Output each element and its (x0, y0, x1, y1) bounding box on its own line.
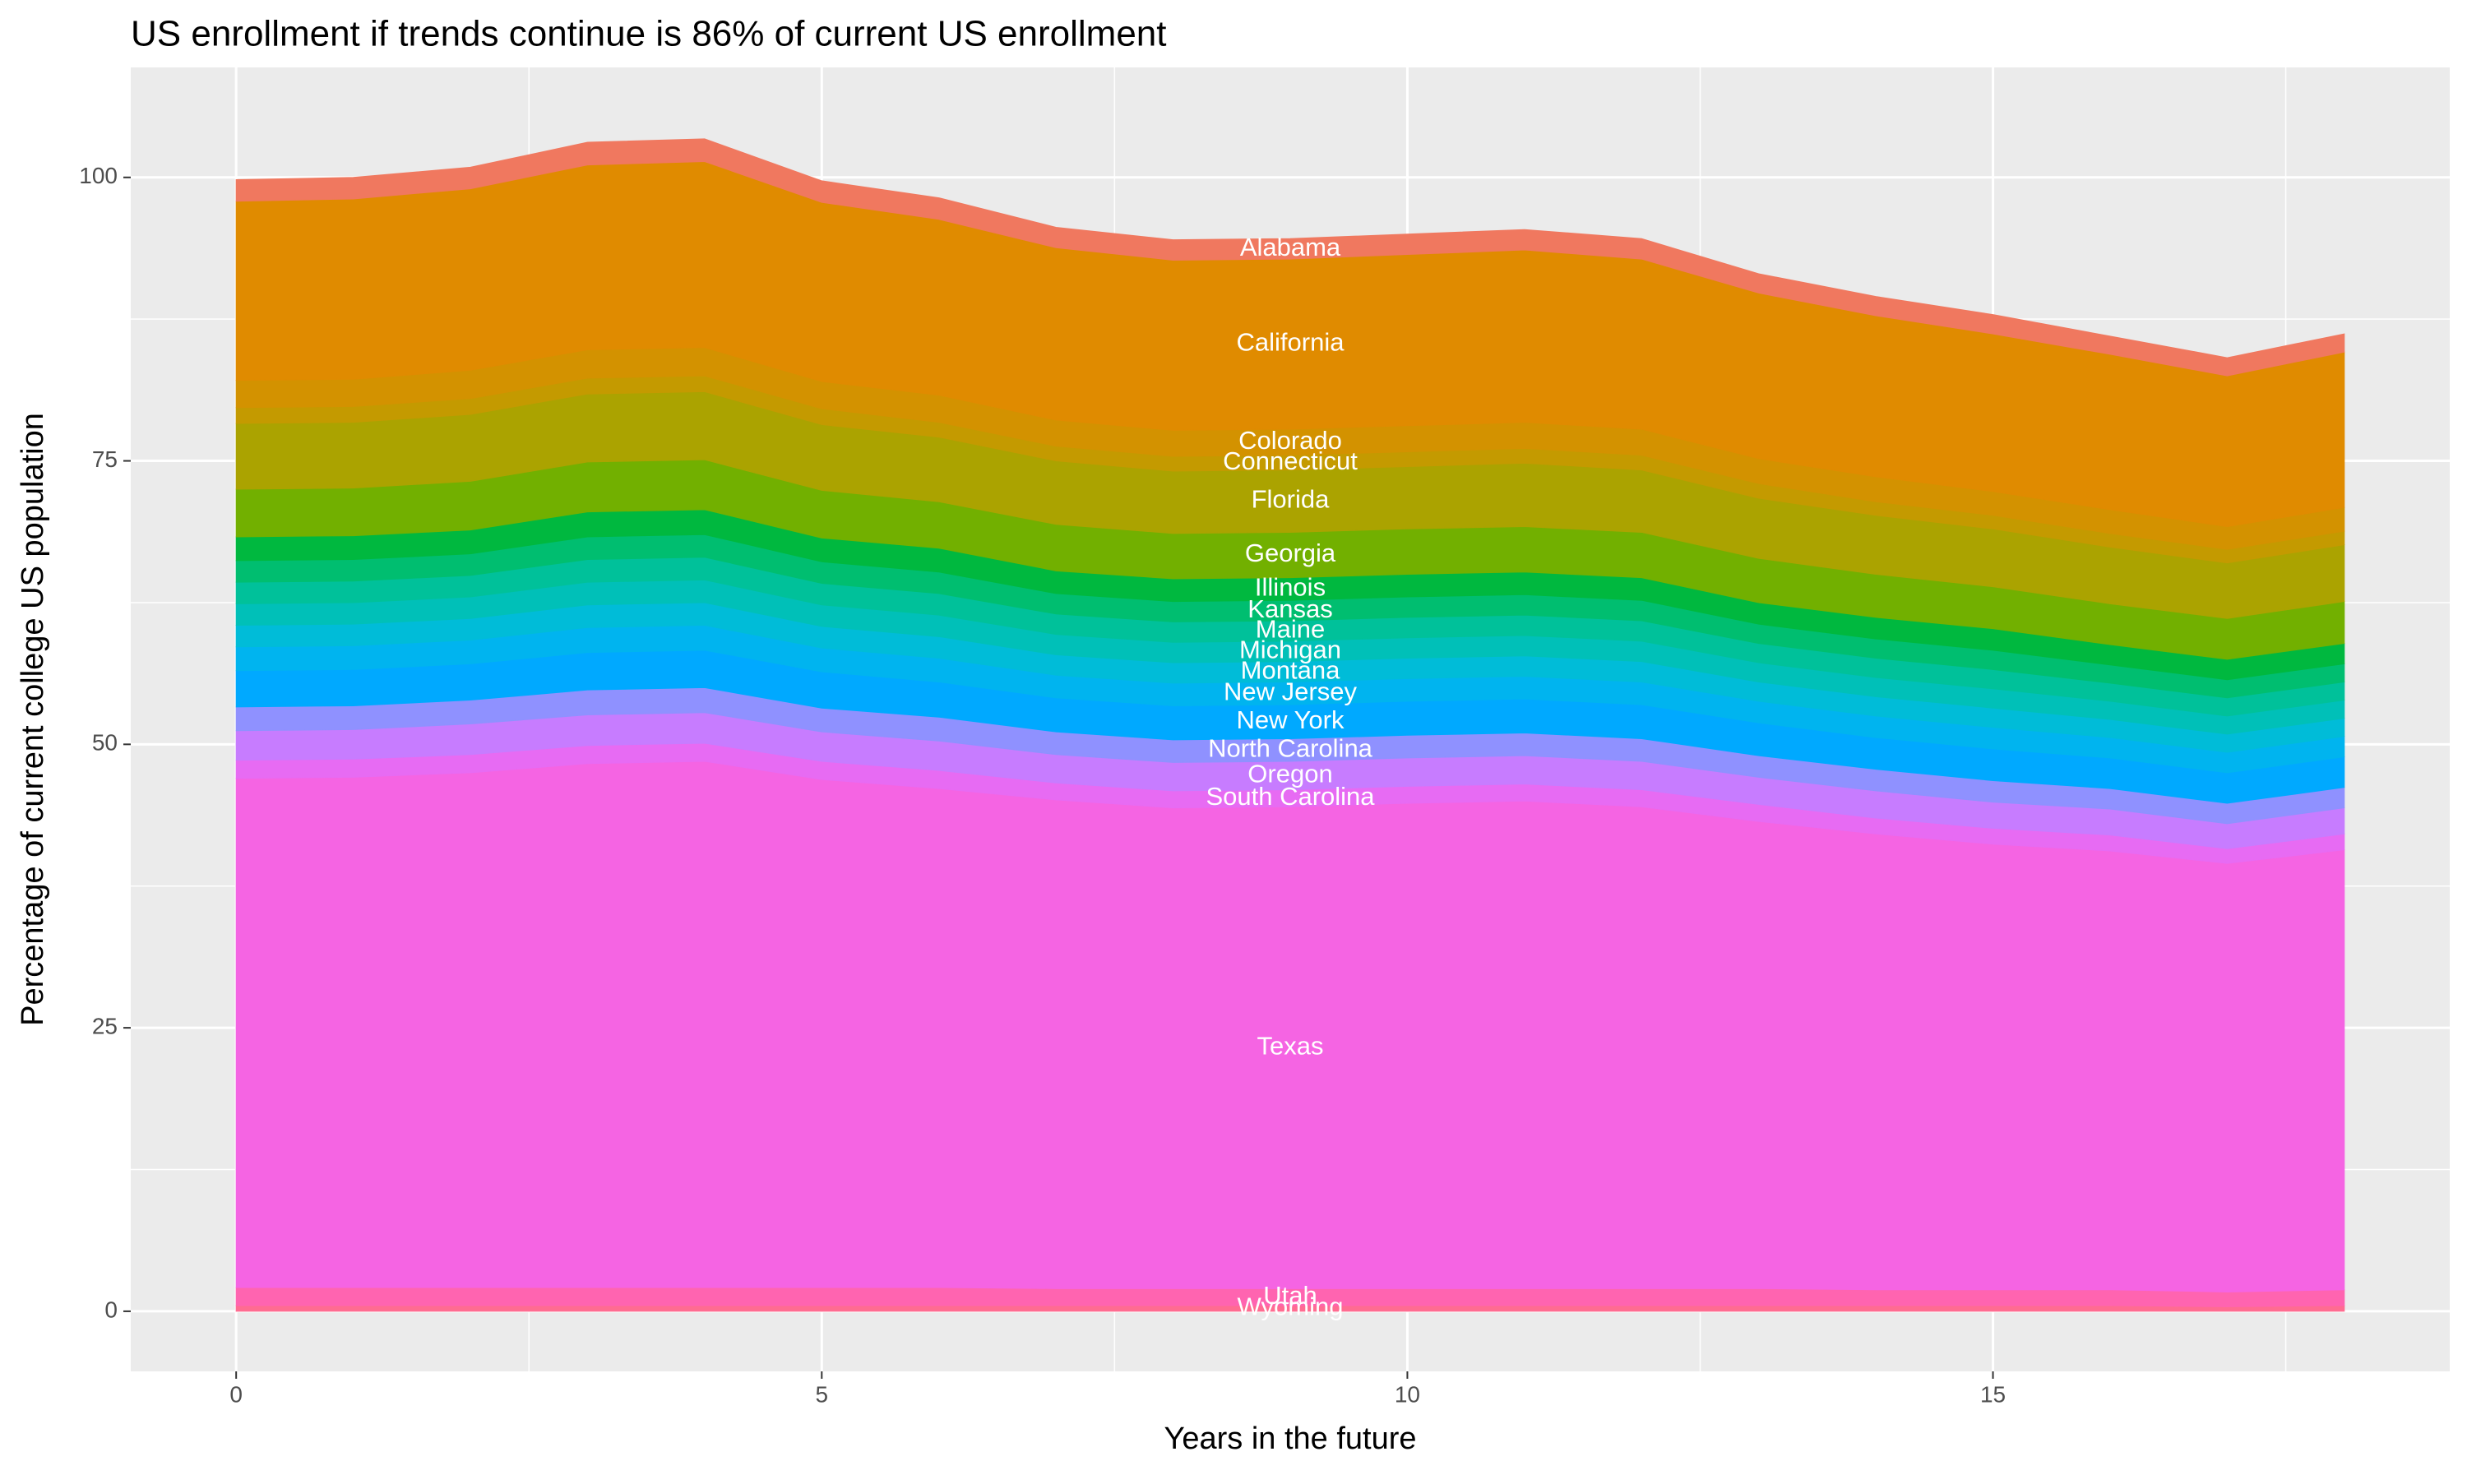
y-tick-label: 0 (104, 1297, 118, 1322)
area-label: Utah (1263, 1281, 1317, 1310)
y-tick-label: 50 (92, 730, 118, 756)
area-label: New Jersey (1224, 677, 1357, 705)
x-axis-title: Years in the future (1164, 1422, 1416, 1456)
area-label: Maine (1256, 615, 1325, 644)
chart-title: US enrollment if trends continue is 86% … (131, 14, 1166, 54)
area-label: Michigan (1239, 635, 1341, 663)
area-label: Georgia (1245, 539, 1336, 567)
area-label: Oregon (1247, 759, 1332, 788)
y-tick-label: 25 (92, 1014, 118, 1039)
areas (235, 138, 2345, 1312)
x-tick-label: 10 (1395, 1381, 1420, 1407)
area-label: Illinois (1255, 573, 1326, 602)
y-axis-title: Percentage of current college US populat… (16, 413, 50, 1026)
axes: 0 5 10 15 0 25 50 75 100 (79, 163, 2006, 1407)
y-tick-label: 75 (92, 446, 118, 472)
area-label: Colorado (1238, 426, 1342, 455)
area-label: Texas (1257, 1031, 1324, 1060)
area-label: Connecticut (1223, 446, 1358, 475)
x-tick-label: 0 (229, 1381, 243, 1407)
area-label: Kansas (1247, 594, 1332, 623)
area-label: Wyoming (1238, 1292, 1344, 1321)
area-label: California (1237, 328, 1345, 357)
x-tick-label: 5 (816, 1381, 829, 1407)
y-tick-label: 100 (79, 163, 118, 188)
area-label: Montana (1241, 655, 1340, 684)
area-label: Alabama (1240, 233, 1341, 261)
x-tick-label: 15 (1980, 1381, 2006, 1407)
area-label: North Carolina (1208, 733, 1373, 762)
area (235, 138, 2345, 377)
area-label: South Carolina (1206, 782, 1375, 811)
area-label: New York (1237, 705, 1345, 734)
area-label: Florida (1252, 485, 1331, 514)
